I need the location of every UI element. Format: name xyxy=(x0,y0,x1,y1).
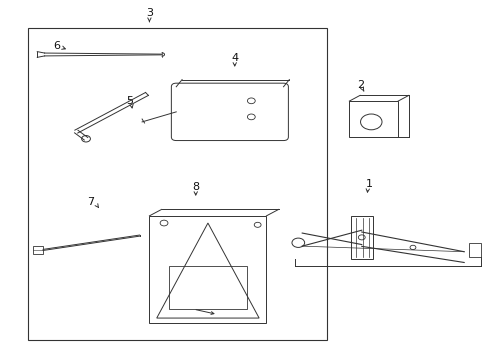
Text: 5: 5 xyxy=(126,96,133,106)
Text: 1: 1 xyxy=(365,179,371,189)
Text: 7: 7 xyxy=(87,197,94,207)
Bar xyxy=(350,216,372,259)
Text: 4: 4 xyxy=(231,53,238,63)
Bar xyxy=(27,28,327,339)
Bar xyxy=(33,246,43,253)
Text: 6: 6 xyxy=(53,41,60,50)
Text: 2: 2 xyxy=(356,80,364,90)
Bar xyxy=(168,266,246,309)
Bar xyxy=(468,243,480,257)
Text: 3: 3 xyxy=(145,8,153,18)
Bar xyxy=(348,101,397,137)
Bar xyxy=(149,216,266,323)
Text: 8: 8 xyxy=(192,182,199,192)
